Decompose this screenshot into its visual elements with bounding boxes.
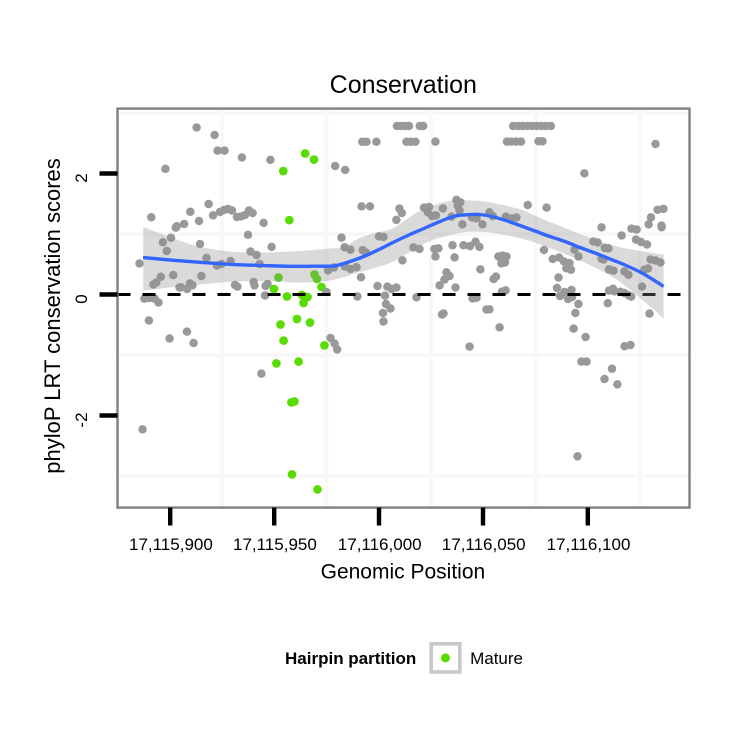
svg-text:2: 2: [72, 173, 91, 182]
svg-text:17,115,900: 17,115,900: [129, 535, 213, 554]
svg-text:17,116,050: 17,116,050: [442, 535, 526, 554]
svg-text:-2: -2: [72, 412, 91, 427]
svg-text:17,116,000: 17,116,000: [338, 535, 422, 554]
svg-text:Hairpin partition: Hairpin partition: [285, 649, 416, 668]
svg-text:Conservation: Conservation: [330, 71, 477, 99]
svg-text:Genomic Position: Genomic Position: [321, 561, 486, 584]
svg-text:17,115,950: 17,115,950: [233, 535, 317, 554]
svg-text:17,116,100: 17,116,100: [547, 535, 631, 554]
svg-text:0: 0: [72, 294, 91, 303]
svg-text:phyloP LRT conservation scores: phyloP LRT conservation scores: [40, 158, 65, 474]
svg-text:Mature: Mature: [470, 649, 523, 668]
